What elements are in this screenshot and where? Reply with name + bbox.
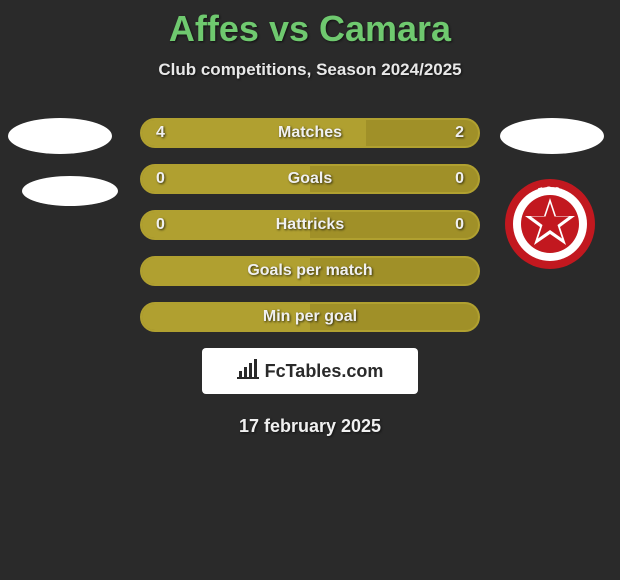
- chart-icon: [237, 359, 259, 384]
- brand-text: FcTables.com: [265, 361, 384, 382]
- brand-box[interactable]: FcTables.com: [202, 348, 418, 394]
- stat-label: Hattricks: [142, 212, 478, 238]
- club-badge-right: E.S.S.: [504, 178, 596, 270]
- page-title: Affes vs Camara: [0, 0, 620, 50]
- subtitle: Club competitions, Season 2024/2025: [0, 60, 620, 80]
- stats-bars: 4 Matches 2 0 Goals 0 0 Hattricks 0 Goal…: [140, 118, 480, 332]
- player-avatar-left-1: [8, 118, 112, 154]
- stat-bar-goals: 0 Goals 0: [140, 164, 480, 194]
- stat-bar-matches: 4 Matches 2: [140, 118, 480, 148]
- stat-value-right: 0: [455, 166, 464, 192]
- stat-label: Matches: [142, 120, 478, 146]
- stat-value-right: 2: [455, 120, 464, 146]
- player-avatar-left-2: [22, 176, 118, 206]
- stat-value-right: 0: [455, 212, 464, 238]
- stat-label: Goals: [142, 166, 478, 192]
- stat-label: Min per goal: [142, 304, 478, 330]
- stat-bar-goals-per-match: Goals per match: [140, 256, 480, 286]
- player-avatar-right-1: [500, 118, 604, 154]
- date-label: 17 february 2025: [0, 416, 620, 437]
- stat-bar-min-per-goal: Min per goal: [140, 302, 480, 332]
- stat-label: Goals per match: [142, 258, 478, 284]
- stat-bar-hattricks: 0 Hattricks 0: [140, 210, 480, 240]
